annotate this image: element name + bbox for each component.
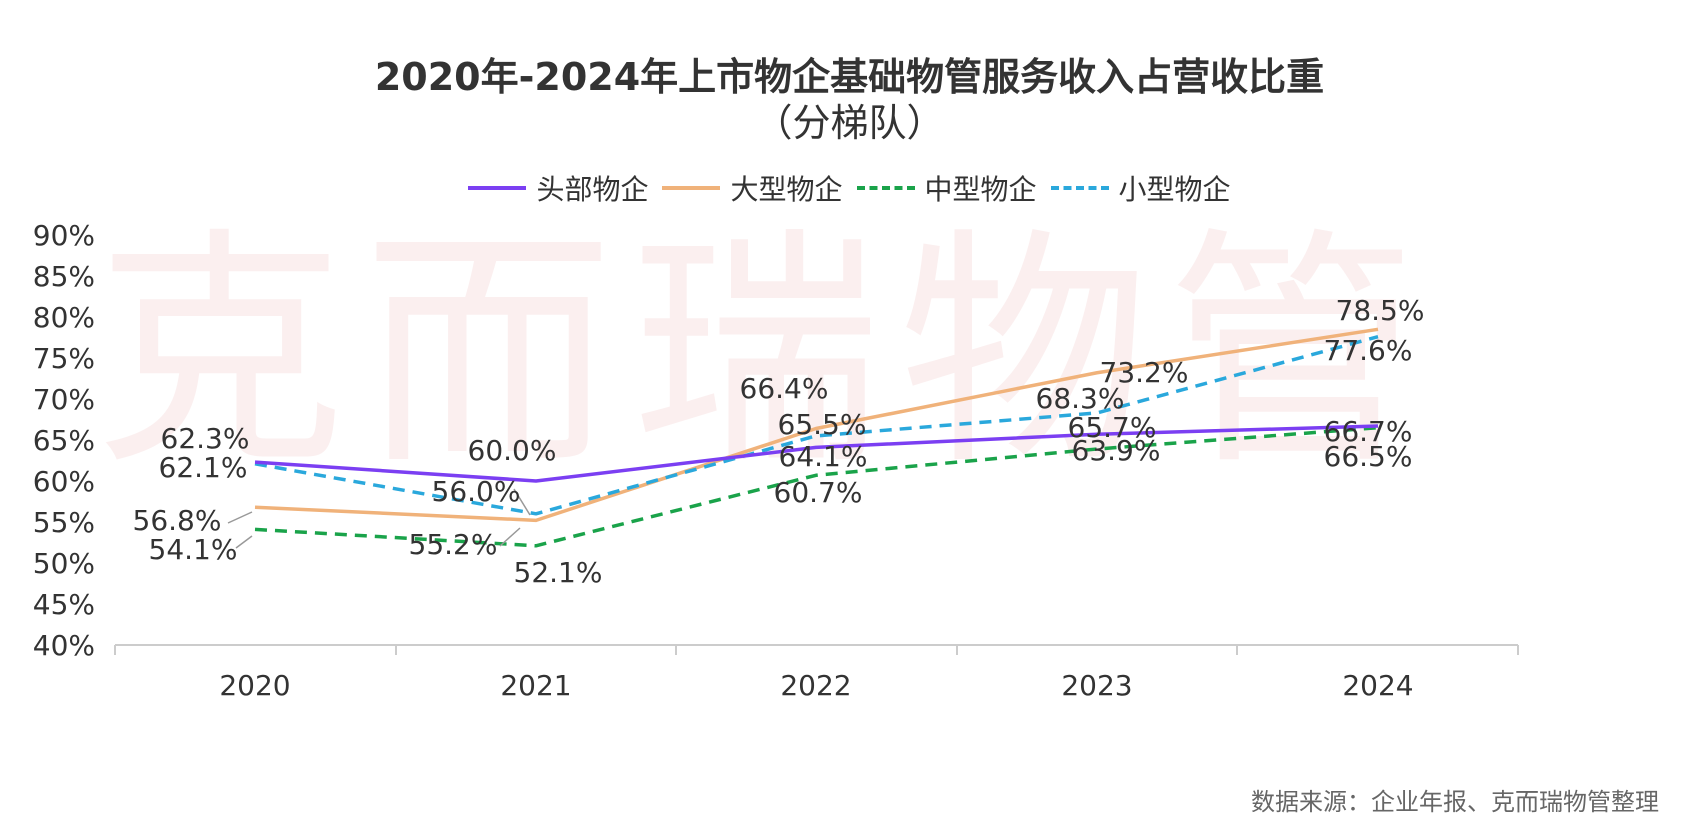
x-tick-label: 2020 (219, 669, 290, 702)
data-label-large: 78.5% (1336, 294, 1425, 327)
data-label-head: 60.0% (468, 434, 557, 467)
data-label-large: 66.4% (740, 372, 829, 405)
data-label-mid: 52.1% (514, 556, 603, 589)
line-chart: 40% 45% 50% 55% 60% 65% 70% 75% 80% 85% 90% 2020 202… (0, 0, 1699, 826)
data-label-small: 77.6% (1324, 334, 1413, 367)
y-tick-label: 50% (33, 547, 95, 580)
y-tick-label: 90% (33, 219, 95, 252)
y-tick-label: 55% (33, 506, 95, 539)
leader-line (236, 536, 252, 548)
data-label-small: 65.5% (778, 408, 867, 441)
data-label-head: 64.1% (779, 440, 868, 473)
y-tick-label: 70% (33, 383, 95, 416)
x-tick-label: 2022 (780, 669, 851, 702)
leader-line (228, 512, 252, 523)
x-tick-label: 2021 (500, 669, 571, 702)
x-tick-label: 2023 (1061, 669, 1132, 702)
data-label-large: 55.2% (409, 528, 498, 561)
data-label-small: 62.1% (159, 451, 248, 484)
y-tick-label: 85% (33, 260, 95, 293)
x-tick-label: 2024 (1342, 669, 1413, 702)
data-label-mid: 54.1% (149, 533, 238, 566)
data-label-mid: 63.9% (1072, 434, 1161, 467)
y-tick-label: 45% (33, 588, 95, 621)
data-label-small: 68.3% (1036, 382, 1125, 415)
data-label-mid: 66.5% (1324, 440, 1413, 473)
y-tick-label: 60% (33, 465, 95, 498)
y-tick-label: 75% (33, 342, 95, 375)
y-tick-label: 80% (33, 301, 95, 334)
y-tick-label: 40% (33, 629, 95, 662)
data-label-mid: 60.7% (774, 476, 863, 509)
source-note: 数据来源：企业年报、克而瑞物管整理 (1251, 782, 1659, 817)
y-tick-label: 65% (33, 424, 95, 457)
data-label-small: 56.0% (432, 475, 521, 508)
